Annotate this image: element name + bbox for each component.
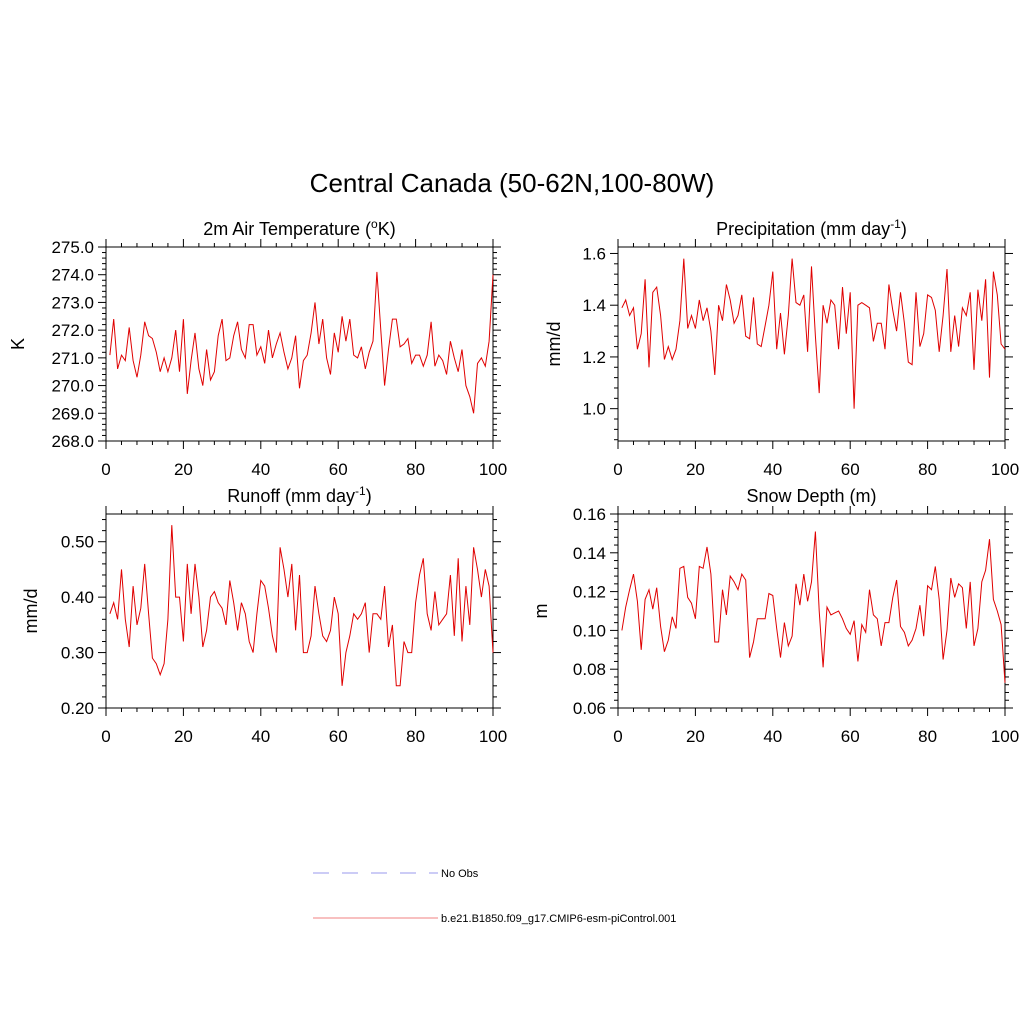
y-tick-label: 0.16 xyxy=(573,505,606,524)
series-line-1 xyxy=(621,258,1006,409)
x-tick-label: 100 xyxy=(991,727,1019,746)
y-tick-label: 268.0 xyxy=(51,432,94,451)
x-tick-label: 80 xyxy=(406,460,425,479)
panel-title: Snow Depth (m) xyxy=(746,486,876,506)
panel-title-text: Snow Depth (m) xyxy=(746,486,876,506)
x-tick-label: 80 xyxy=(918,727,937,746)
x-tick-label: 100 xyxy=(479,460,507,479)
x-tick-label: 60 xyxy=(841,460,860,479)
plot-frame xyxy=(617,246,1006,442)
y-tick-label: 273.0 xyxy=(51,293,94,312)
legend-label-model: b.e21.B1850.f09_g17.CMIP6-esm-piControl.… xyxy=(441,913,676,925)
legend-label-no-obs: No Obs xyxy=(441,868,479,880)
panel-title-suffix: ) xyxy=(901,219,907,239)
panel-title-text: Runoff (mm day xyxy=(227,486,355,506)
plot-frame xyxy=(105,246,494,442)
x-tick-label: 0 xyxy=(613,460,622,479)
panel-title: 2m Air Temperature (oK) xyxy=(203,217,395,239)
y-tick-label: 0.50 xyxy=(61,533,94,552)
y-tick-label: 271.0 xyxy=(51,349,94,368)
series-line-1 xyxy=(109,525,494,687)
x-tick-label: 0 xyxy=(613,727,622,746)
panel-title: Precipitation (mm day-1) xyxy=(716,217,907,239)
y-tick-label: 0.08 xyxy=(573,660,606,679)
x-tick-label: 40 xyxy=(763,727,782,746)
panel-title-sup: -1 xyxy=(890,217,901,231)
y-tick-label: 1.6 xyxy=(582,244,606,263)
x-tick-label: 60 xyxy=(329,460,348,479)
x-tick-label: 0 xyxy=(101,727,110,746)
y-axis-label: m xyxy=(531,604,551,619)
x-tick-label: 80 xyxy=(406,727,425,746)
series-line-1 xyxy=(621,531,1006,683)
panel-title-sup: o xyxy=(371,217,378,231)
panels: 2m Air Temperature (oK) K 0 20 40 60 80 100 268.… xyxy=(8,217,1019,746)
panel-title-text: 2m Air Temperature ( xyxy=(203,219,371,239)
y-axis-label: mm/d xyxy=(21,589,41,634)
y-tick-label: 1.0 xyxy=(582,400,606,419)
y-tick-label: 1.2 xyxy=(582,348,606,367)
x-tick-label: 20 xyxy=(174,727,193,746)
chart-panel-4: Snow Depth (m) m 0 20 40 60 80 100 0.06 0.08 0.10 0… xyxy=(531,486,1019,746)
series-line-1 xyxy=(109,271,494,414)
y-tick-label: 0.14 xyxy=(573,544,606,563)
panel-title-suffix: K) xyxy=(378,219,396,239)
legend: No Obs b.e21.B1850.f09_g17.CMIP6-esm-piC… xyxy=(313,868,676,925)
x-tick-label: 20 xyxy=(174,460,193,479)
y-tick-label: 0.10 xyxy=(573,621,606,640)
panel-title-sup: -1 xyxy=(355,484,366,498)
y-tick-label: 0.30 xyxy=(61,644,94,663)
x-tick-label: 60 xyxy=(329,727,348,746)
y-tick-label: 0.12 xyxy=(573,583,606,602)
x-tick-label: 80 xyxy=(918,460,937,479)
x-tick-label: 60 xyxy=(841,727,860,746)
panel-title-suffix: ) xyxy=(366,486,372,506)
y-tick-label: 0.20 xyxy=(61,699,94,718)
y-tick-label: 270.0 xyxy=(51,377,94,396)
plot-frame xyxy=(617,513,1006,709)
y-tick-label: 0.06 xyxy=(573,699,606,718)
chart-panel-3: Runoff (mm day-1) mm/d 0 20 40 60 80 100 0.20 0.3… xyxy=(21,484,507,746)
x-tick-label: 20 xyxy=(686,727,705,746)
y-tick-label: 269.0 xyxy=(51,404,94,423)
plot-frame xyxy=(105,513,494,709)
x-tick-label: 40 xyxy=(251,727,270,746)
y-tick-label: 274.0 xyxy=(51,266,94,285)
x-tick-label: 0 xyxy=(101,460,110,479)
panel-title-text: Precipitation (mm day xyxy=(716,219,890,239)
y-tick-label: 1.4 xyxy=(582,296,606,315)
x-tick-label: 20 xyxy=(686,460,705,479)
x-tick-label: 40 xyxy=(251,460,270,479)
y-tick-label: 0.40 xyxy=(61,588,94,607)
panel-title: Runoff (mm day-1) xyxy=(227,484,371,506)
x-tick-label: 40 xyxy=(763,460,782,479)
y-axis-label: mm/d xyxy=(544,322,564,367)
y-tick-label: 272.0 xyxy=(51,321,94,340)
chart-panel-2: Precipitation (mm day-1) mm/d 0 20 40 60 80 100… xyxy=(544,217,1019,479)
x-tick-label: 100 xyxy=(991,460,1019,479)
x-tick-label: 100 xyxy=(479,727,507,746)
chart-panel-1: 2m Air Temperature (oK) K 0 20 40 60 80 100 268.… xyxy=(8,217,507,479)
y-tick-label: 275.0 xyxy=(51,238,94,257)
y-axis-label: K xyxy=(8,338,28,350)
figure-title: Central Canada (50-62N,100-80W) xyxy=(310,168,715,198)
